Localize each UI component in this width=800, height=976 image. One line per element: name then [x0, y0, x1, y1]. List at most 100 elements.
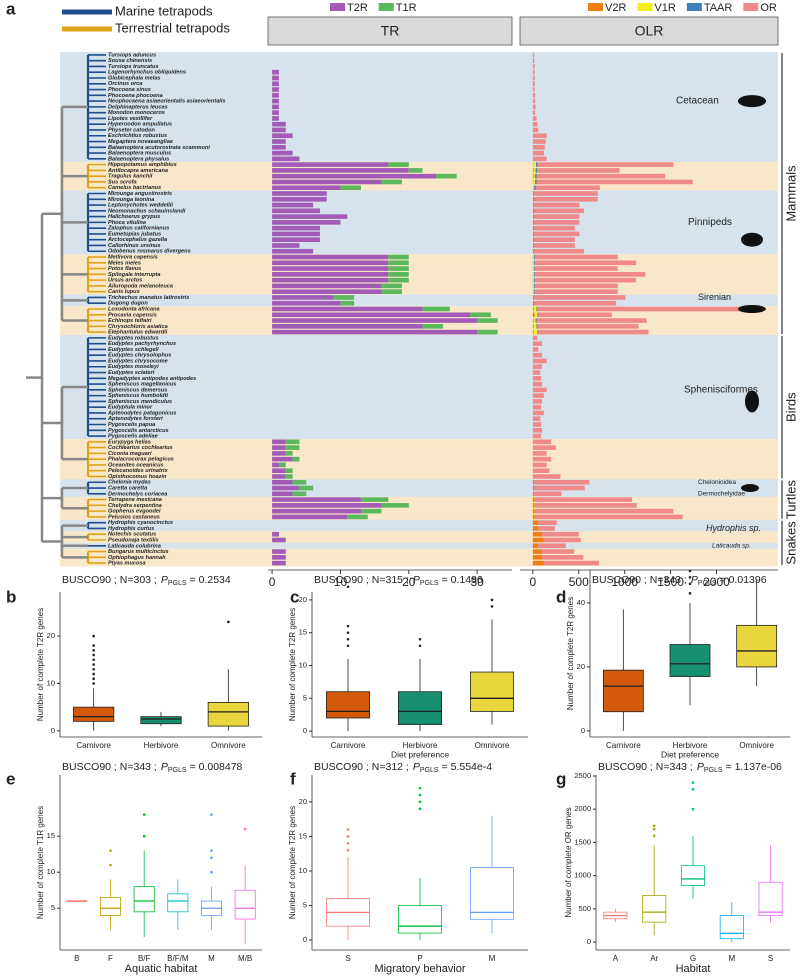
bar-segment [532, 381, 543, 387]
title-text: BUSCO90 ; N=303 ; [62, 574, 157, 586]
bar-segment [533, 179, 536, 185]
bar-segment [285, 445, 300, 450]
outlier [346, 631, 350, 634]
bar-segment [532, 312, 535, 318]
species-label: Eudyptes moseleyi [108, 364, 159, 370]
habitat-band [60, 525, 778, 532]
x-tick-label: B [74, 954, 79, 963]
class-label: Mammals [783, 165, 798, 222]
legend-label: TAAR [704, 2, 733, 14]
bar-segment [534, 283, 536, 289]
bar-segment [388, 266, 409, 271]
bar-segment [272, 127, 286, 133]
x-tick-label: G [690, 954, 696, 963]
habitat-band [60, 121, 778, 128]
bar-segment [533, 231, 580, 237]
bar-segment [272, 69, 279, 75]
species-label: Oceanites oceanicus [108, 462, 164, 468]
x-tick-label: 30 [470, 575, 484, 589]
y-tick-label: 1000 [574, 871, 591, 880]
outlier [652, 827, 656, 831]
bar-segment [535, 277, 637, 283]
p-symbol: P [161, 574, 168, 586]
bar-segment [536, 168, 620, 173]
bar-segment [532, 139, 546, 144]
bar-segment [532, 468, 550, 474]
bar-segment [532, 537, 544, 543]
bar-segment [272, 162, 389, 167]
x-tick-label: S [768, 954, 773, 963]
bar-segment [543, 537, 581, 543]
species-label: Trichechus manatus latirostris [108, 295, 189, 301]
habitat-band [60, 531, 778, 538]
species-label: Bungarus multicinctus [108, 549, 169, 555]
bar-segment [532, 485, 534, 491]
bar-segment [533, 196, 598, 202]
bar-segment [533, 185, 535, 191]
species-label: Sus scrofa [108, 179, 137, 185]
species-label: Balaenoptera musculus [108, 151, 171, 157]
bar-segment [533, 237, 575, 243]
species-label: Hyperoodon ampullatus [108, 122, 172, 128]
species-label: Echinops telfairi [108, 318, 152, 324]
bar-segment [360, 497, 389, 502]
legend-label: V2R [605, 2, 626, 14]
panel-title: BUSCO90 ; N=343 ; PPGLS = 0.01396 [592, 574, 767, 588]
box [469, 867, 514, 920]
bar-segment [532, 514, 535, 520]
bar-segment [542, 549, 575, 554]
habitat-band [60, 519, 778, 526]
bar-segment [272, 116, 279, 121]
y-axis-label: Number of complete T2R genes [288, 608, 297, 721]
habitat-band [60, 334, 778, 342]
bar-segment [532, 87, 535, 92]
species-label: Lagenorhynchus obliquidens [108, 70, 186, 76]
bar-segment [470, 312, 491, 318]
bar-segment [532, 427, 543, 433]
bar-segment [272, 87, 279, 92]
species-label: Ophiophagus hannah [108, 555, 166, 561]
habitat-band [60, 392, 778, 399]
habitat-band [60, 155, 778, 163]
outlier [109, 863, 112, 867]
box [325, 691, 370, 719]
species-label: Delphinapterus leucas [108, 104, 168, 110]
outlier [652, 824, 656, 828]
x-tick-label: Omnivore [211, 741, 246, 750]
box [758, 881, 783, 916]
species-label: Ptyas mucosa [108, 561, 146, 567]
bar-segment [532, 64, 535, 69]
bar-segment [272, 555, 286, 560]
panel-title: BUSCO90 ; N=312 ; PPGLS = 5.554e-4 [314, 761, 492, 775]
species-label: Laticauda colubrina [108, 543, 161, 549]
bar-segment [532, 416, 541, 422]
x-tick-label: 2000 [703, 575, 730, 589]
bar-segment [533, 329, 538, 335]
box [469, 671, 514, 712]
species-label: Phocoena sinus [108, 87, 151, 93]
bar-segment [272, 318, 478, 323]
bar-segment [533, 272, 535, 277]
habitat-band [60, 202, 778, 209]
habitat-band [60, 52, 778, 59]
y-tick-label: 0 [51, 726, 55, 735]
species-label: Hydrophis cyanocinctus [108, 520, 173, 526]
panel-header [519, 16, 779, 46]
habitat-band [60, 127, 778, 134]
box [642, 895, 667, 923]
habitat-band [60, 288, 778, 295]
y-tick-label: 2000 [574, 804, 591, 813]
x-axis-label: Habitat [676, 963, 711, 975]
x-tick-label: B/F [138, 954, 151, 963]
bar-segment [272, 485, 300, 491]
bar-segment [272, 185, 341, 191]
species-label: Chelonia mydas [108, 480, 151, 486]
outlier [92, 648, 95, 652]
legend-swatch [637, 3, 653, 11]
bar-segment [532, 526, 539, 531]
clade-label: Laticauda sp. [712, 543, 751, 550]
x-tick-label: M [728, 954, 735, 963]
bar-segment [533, 289, 535, 294]
panel-letter: e [6, 769, 15, 788]
